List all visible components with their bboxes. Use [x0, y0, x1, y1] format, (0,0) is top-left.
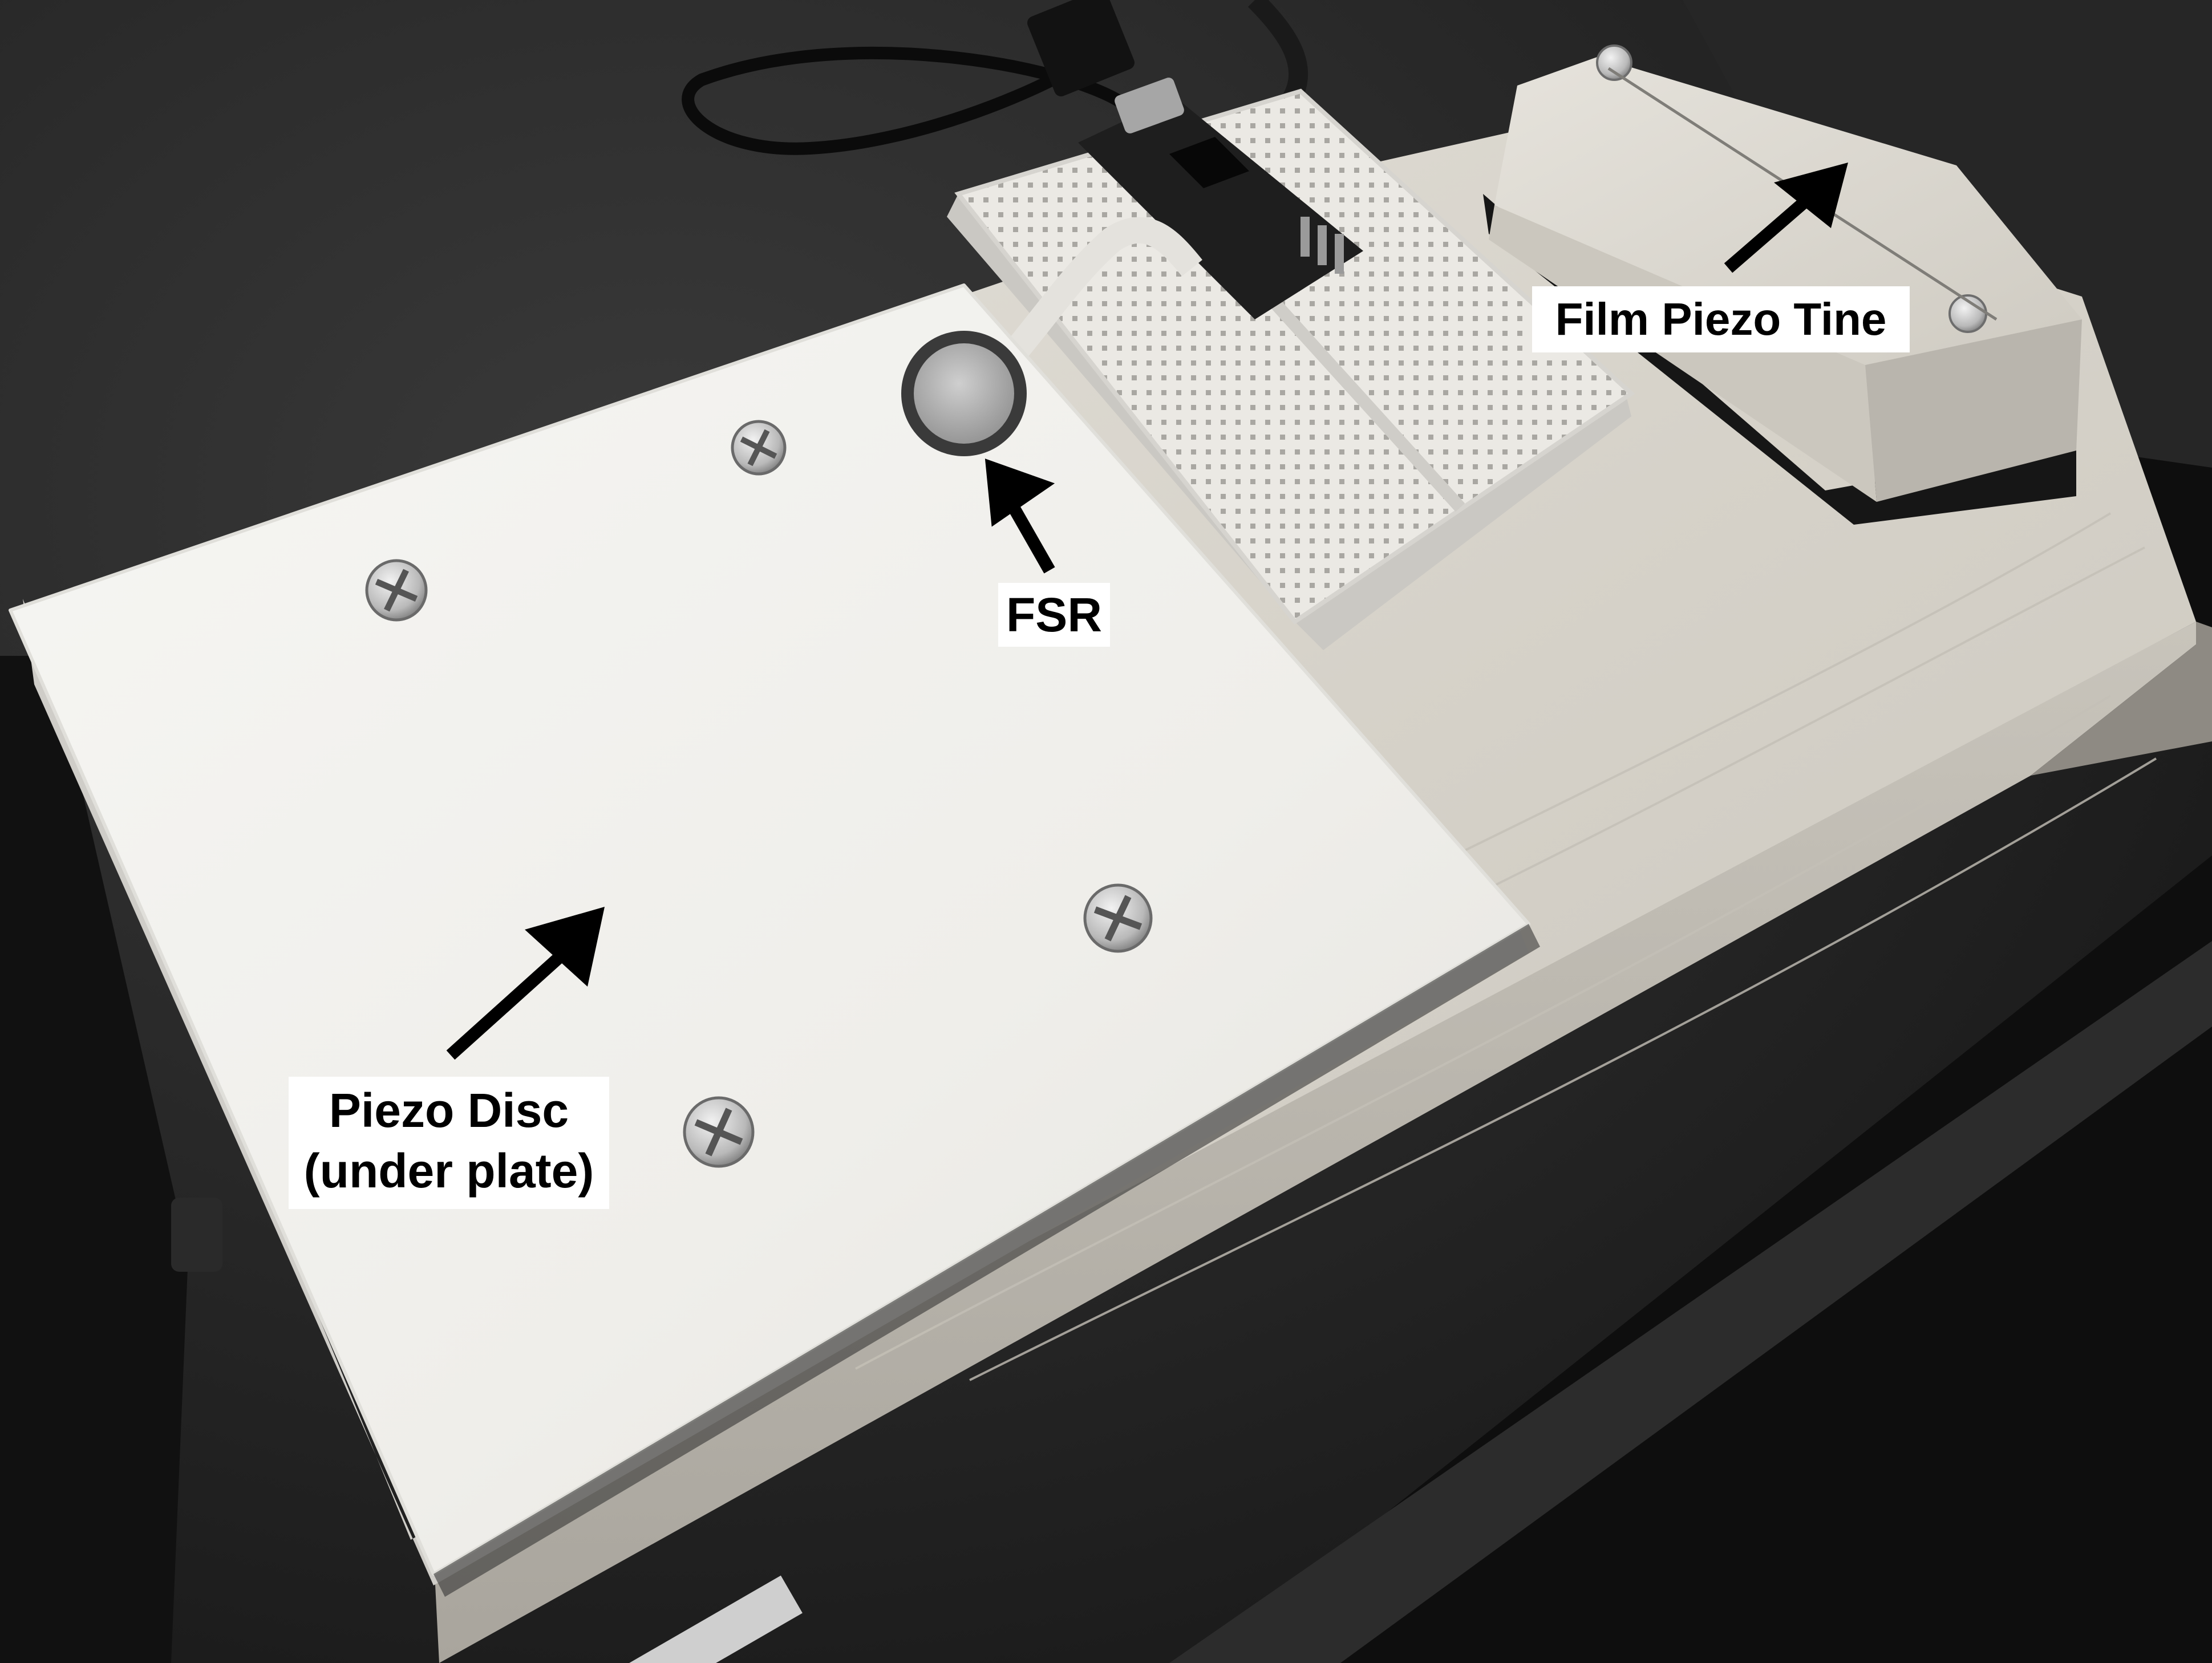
- top-cable: [1247, 0, 1308, 108]
- wood-base-front: [434, 622, 2196, 1663]
- tine-block-side: [1865, 319, 2082, 502]
- film-piezo-arrow: [1724, 163, 1848, 273]
- piezo-disc-arrow: [446, 907, 605, 1060]
- plate-screws: [365, 420, 1153, 1168]
- film-piezo-tine-label: Film Piezo Tine: [1532, 286, 1910, 352]
- fsr-sensor-pad: [914, 343, 1014, 444]
- tine-screw-top: [1596, 44, 1632, 81]
- tine-block-front: [1489, 205, 1877, 502]
- piezo-disc-label: Piezo Disc (under plate): [289, 1077, 609, 1209]
- microcontroller-board: [1078, 97, 1363, 319]
- usb-plug: [1027, 0, 1135, 97]
- piezo-disc-label-line1: Piezo Disc: [329, 1084, 569, 1137]
- header-pins: [1301, 217, 1344, 274]
- usb-cable: [682, 46, 1134, 155]
- plate-shadow-line: [434, 924, 1540, 1597]
- fsr-label-text: FSR: [1006, 588, 1102, 642]
- tine-block-shadow: [1483, 194, 2076, 525]
- fsr-label: FSR: [998, 583, 1110, 647]
- bottom-connector: [618, 1575, 803, 1663]
- film-piezo-tine-label-text: Film Piezo Tine: [1555, 294, 1887, 344]
- piezo-disc-label-line2: (under plate): [303, 1144, 594, 1198]
- left-case-side: [0, 656, 188, 1663]
- case-edge-bottom: [1169, 941, 2212, 1663]
- wood-base-right-side: [2031, 622, 2212, 776]
- small-case-foot: [171, 1198, 222, 1272]
- fsr-arrow: [985, 459, 1055, 574]
- usb-port: [1115, 78, 1184, 133]
- fsr-ribbon-cable: [994, 217, 1202, 374]
- microcontroller-chip: [1169, 137, 1249, 188]
